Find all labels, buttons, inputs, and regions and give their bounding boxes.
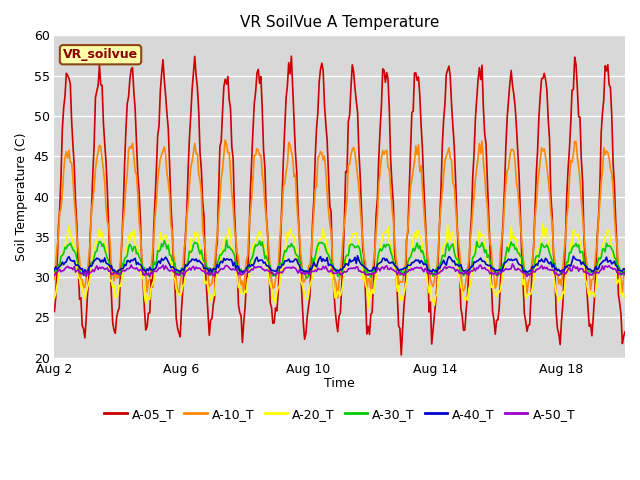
Text: VR_soilvue: VR_soilvue <box>63 48 138 61</box>
Y-axis label: Soil Temperature (C): Soil Temperature (C) <box>15 132 28 261</box>
X-axis label: Time: Time <box>324 377 355 390</box>
Legend: A-05_T, A-10_T, A-20_T, A-30_T, A-40_T, A-50_T: A-05_T, A-10_T, A-20_T, A-30_T, A-40_T, … <box>99 403 580 426</box>
Title: VR SoilVue A Temperature: VR SoilVue A Temperature <box>240 15 440 30</box>
